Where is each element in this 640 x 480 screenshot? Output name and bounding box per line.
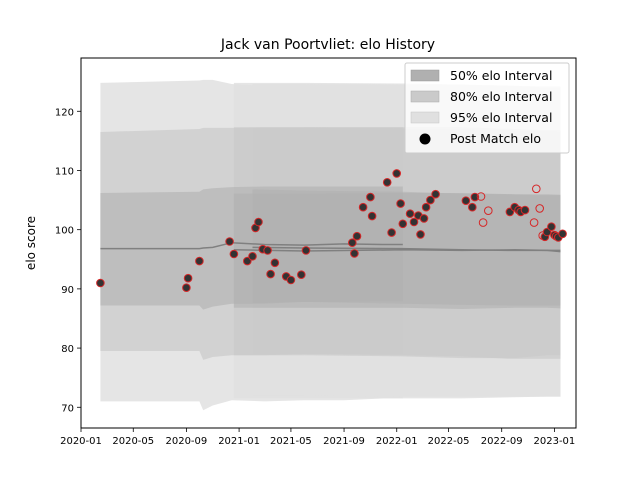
post-match-elo-point-16 xyxy=(286,275,296,285)
post-match-elo-point-7 xyxy=(243,256,252,266)
post-match-elo-point-25 xyxy=(382,178,392,187)
post-match-elo-point-51 xyxy=(535,204,545,213)
x-tick-label-6: 2021-09 xyxy=(323,436,365,447)
post-match-elo-point-42 xyxy=(478,218,488,227)
x-tick-label-7: 2022-01 xyxy=(376,436,418,447)
post-match-elo-point-1 xyxy=(96,278,105,288)
x-tick-label-8: 2022-05 xyxy=(428,436,470,447)
mean-elo-line-1 xyxy=(100,241,403,250)
post-match-elo-point-13 xyxy=(266,269,275,279)
post-match-elo-point-27 xyxy=(392,169,402,178)
post-match-elo-point-28 xyxy=(396,199,405,208)
legend-swatch-band95 xyxy=(410,111,440,124)
y-tick-label-3: 90 xyxy=(61,285,74,296)
post-match-elo-point-50 xyxy=(532,184,541,194)
x-tick-label-3: 2020-09 xyxy=(165,436,207,447)
post-match-elo-point-24 xyxy=(367,211,377,221)
legend: 50% elo Interval 80% elo Interval 95% el… xyxy=(404,62,570,154)
x-tick-label-10: 2023-01 xyxy=(534,436,576,447)
post-match-elo-point-49 xyxy=(529,218,539,227)
post-match-elo-point-33 xyxy=(416,230,425,239)
post-match-elo-point-38 xyxy=(461,196,471,205)
legend-frame xyxy=(404,62,570,154)
x-tick-label-9: 2022-09 xyxy=(481,436,523,447)
y-tick-label-1: 70 xyxy=(61,403,74,414)
post-match-elo-point-12 xyxy=(263,246,272,255)
legend-label-band95: 95% elo Interval xyxy=(450,110,552,125)
post-match-elo-point-2 xyxy=(182,283,191,293)
post-match-elo-point-6 xyxy=(229,249,239,259)
post-match-elo-point-8 xyxy=(248,251,257,261)
post-match-elo-point-22 xyxy=(358,202,368,212)
post-match-elo-point-21 xyxy=(352,231,362,241)
post-match-elo-point-35 xyxy=(421,202,431,212)
y-tick-label-6: 120 xyxy=(55,107,74,118)
legend-label-post-match: Post Match elo xyxy=(450,131,541,146)
post-match-elo-point-19 xyxy=(348,238,357,247)
post-match-elo-point-23 xyxy=(366,192,375,202)
x-tick-label-1: 2020-01 xyxy=(60,436,102,447)
post-match-elo-point-4 xyxy=(195,256,204,266)
post-match-elo-point-37 xyxy=(431,189,440,199)
post-match-elo-point-41 xyxy=(476,192,486,201)
post-match-elo-point-48 xyxy=(520,205,530,215)
post-match-elo-point-30 xyxy=(405,209,415,218)
y-axis-title: elo score xyxy=(24,216,38,270)
x-tick-label-4: 2021-01 xyxy=(218,436,260,447)
post-match-elo-point-20 xyxy=(350,249,359,258)
legend-label-band80: 80% elo Interval xyxy=(450,89,552,104)
post-match-elo-point-40 xyxy=(470,192,480,202)
post-match-elo-point-34 xyxy=(419,214,429,223)
post-match-elo-point-31 xyxy=(409,217,419,227)
chart-title: Jack van Poortvliet: elo History xyxy=(220,37,435,53)
plot-area: 2020-01 2020-05 2020-09 2021-01 2021-05 2021-… xyxy=(55,57,577,447)
plot-frame xyxy=(80,57,577,429)
post-match-elo-point-5 xyxy=(225,237,234,246)
post-match-elo-point-59 xyxy=(558,229,567,239)
y-tick-label-4: 100 xyxy=(55,226,74,237)
post-match-elo-point-3 xyxy=(183,273,193,283)
x-tick-label-5: 2021-05 xyxy=(270,436,312,447)
post-match-elo-point-36 xyxy=(426,195,435,205)
legend-marker-post-match xyxy=(419,133,431,145)
post-match-elo-point-43 xyxy=(484,206,493,215)
y-tick-label-5: 110 xyxy=(55,166,74,177)
post-match-elo-point-26 xyxy=(387,228,396,237)
y-tick-label-2: 80 xyxy=(61,344,74,355)
legend-swatch-band50 xyxy=(410,69,440,82)
legend-swatch-band80 xyxy=(410,90,440,103)
post-match-elo-point-10 xyxy=(254,217,263,227)
x-tick-label-2: 2020-05 xyxy=(112,436,154,447)
legend-label-band50: 50% elo Interval xyxy=(450,68,552,83)
post-match-elo-point-17 xyxy=(297,270,306,280)
post-match-elo-point-39 xyxy=(468,202,477,212)
post-match-elo-point-29 xyxy=(398,219,408,229)
post-match-elo-point-18 xyxy=(301,246,311,255)
post-match-elo-point-55 xyxy=(547,222,556,231)
post-match-elo-point-14 xyxy=(270,258,280,268)
